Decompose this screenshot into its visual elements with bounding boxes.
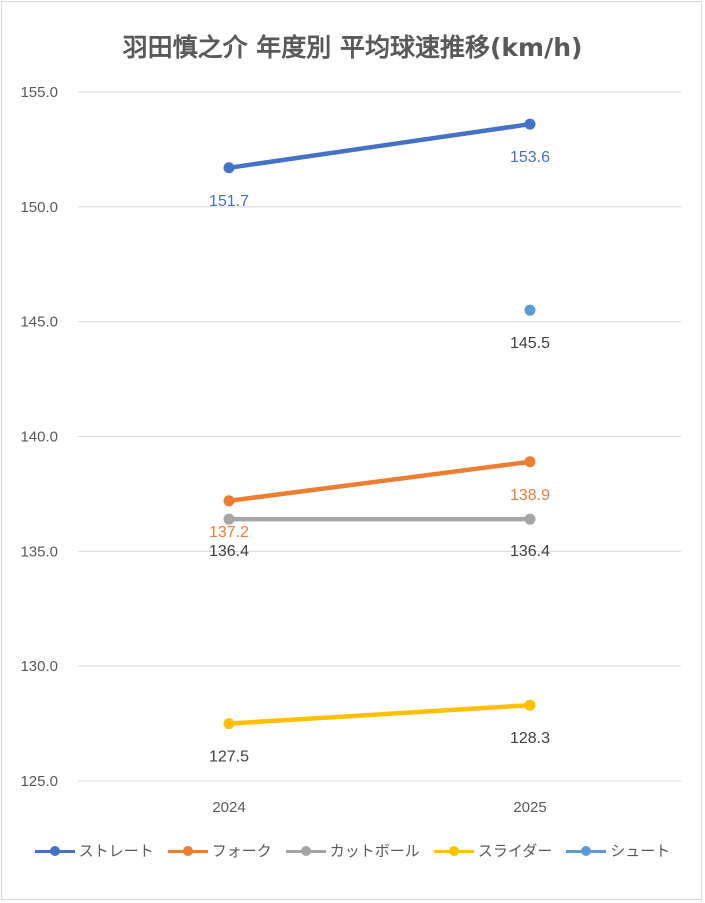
data-point bbox=[223, 513, 235, 525]
legend-label: フォーク bbox=[211, 842, 272, 860]
data-label: 151.7 bbox=[209, 193, 249, 210]
data-point bbox=[524, 513, 536, 525]
data-point bbox=[524, 456, 536, 468]
chart-title: 羽田慎之介 年度別 平均球速推移(km/h) bbox=[122, 33, 583, 62]
data-label: 145.5 bbox=[510, 335, 550, 352]
y-tick-label: 150.0 bbox=[20, 199, 58, 216]
legend-label: スライダー bbox=[477, 842, 553, 860]
data-label: 153.6 bbox=[510, 149, 550, 166]
data-point bbox=[223, 495, 235, 507]
data-label: 127.5 bbox=[209, 749, 249, 766]
data-label: 136.4 bbox=[510, 543, 550, 560]
legend-label: シュート bbox=[610, 842, 671, 860]
data-label: 128.3 bbox=[510, 730, 550, 747]
legend-marker bbox=[167, 845, 208, 857]
legend-item: フォーク bbox=[167, 840, 272, 861]
data-point bbox=[223, 162, 235, 174]
legend-marker bbox=[34, 845, 75, 857]
legend-marker bbox=[285, 845, 326, 857]
y-tick-label: 130.0 bbox=[20, 658, 58, 675]
series-line bbox=[226, 121, 533, 171]
legend-item: スライダー bbox=[433, 840, 553, 861]
legend-label: カットボール bbox=[329, 842, 420, 860]
y-tick-label: 140.0 bbox=[20, 429, 58, 446]
legend-item: カットボール bbox=[285, 840, 420, 861]
y-tick-label: 155.0 bbox=[20, 84, 58, 101]
y-tick-label: 125.0 bbox=[20, 773, 58, 790]
legend-dot bbox=[182, 845, 193, 856]
x-tick-label: 2025 bbox=[513, 799, 546, 816]
series-line bbox=[226, 459, 533, 504]
data-label: 136.4 bbox=[209, 543, 249, 560]
data-label: 138.9 bbox=[510, 487, 550, 504]
y-tick-label: 135.0 bbox=[20, 543, 58, 560]
legend-dot bbox=[300, 845, 311, 856]
legend: ストレート フォーク カットボール スライダー シュート bbox=[0, 840, 705, 861]
data-label: 137.2 bbox=[209, 524, 249, 541]
data-point bbox=[524, 118, 536, 130]
legend-item: ストレート bbox=[34, 840, 154, 861]
data-point bbox=[524, 304, 536, 316]
legend-marker bbox=[566, 845, 607, 857]
legend-marker bbox=[433, 845, 474, 857]
data-point bbox=[223, 718, 235, 730]
y-tick-label: 145.0 bbox=[20, 314, 58, 331]
legend-dot bbox=[448, 845, 459, 856]
x-tick-label: 2024 bbox=[212, 799, 245, 816]
legend-dot bbox=[49, 845, 60, 856]
legend-dot bbox=[581, 845, 592, 856]
data-point bbox=[524, 699, 536, 711]
legend-label: ストレート bbox=[78, 842, 154, 860]
legend-item: シュート bbox=[566, 840, 670, 861]
series-line bbox=[226, 702, 533, 726]
